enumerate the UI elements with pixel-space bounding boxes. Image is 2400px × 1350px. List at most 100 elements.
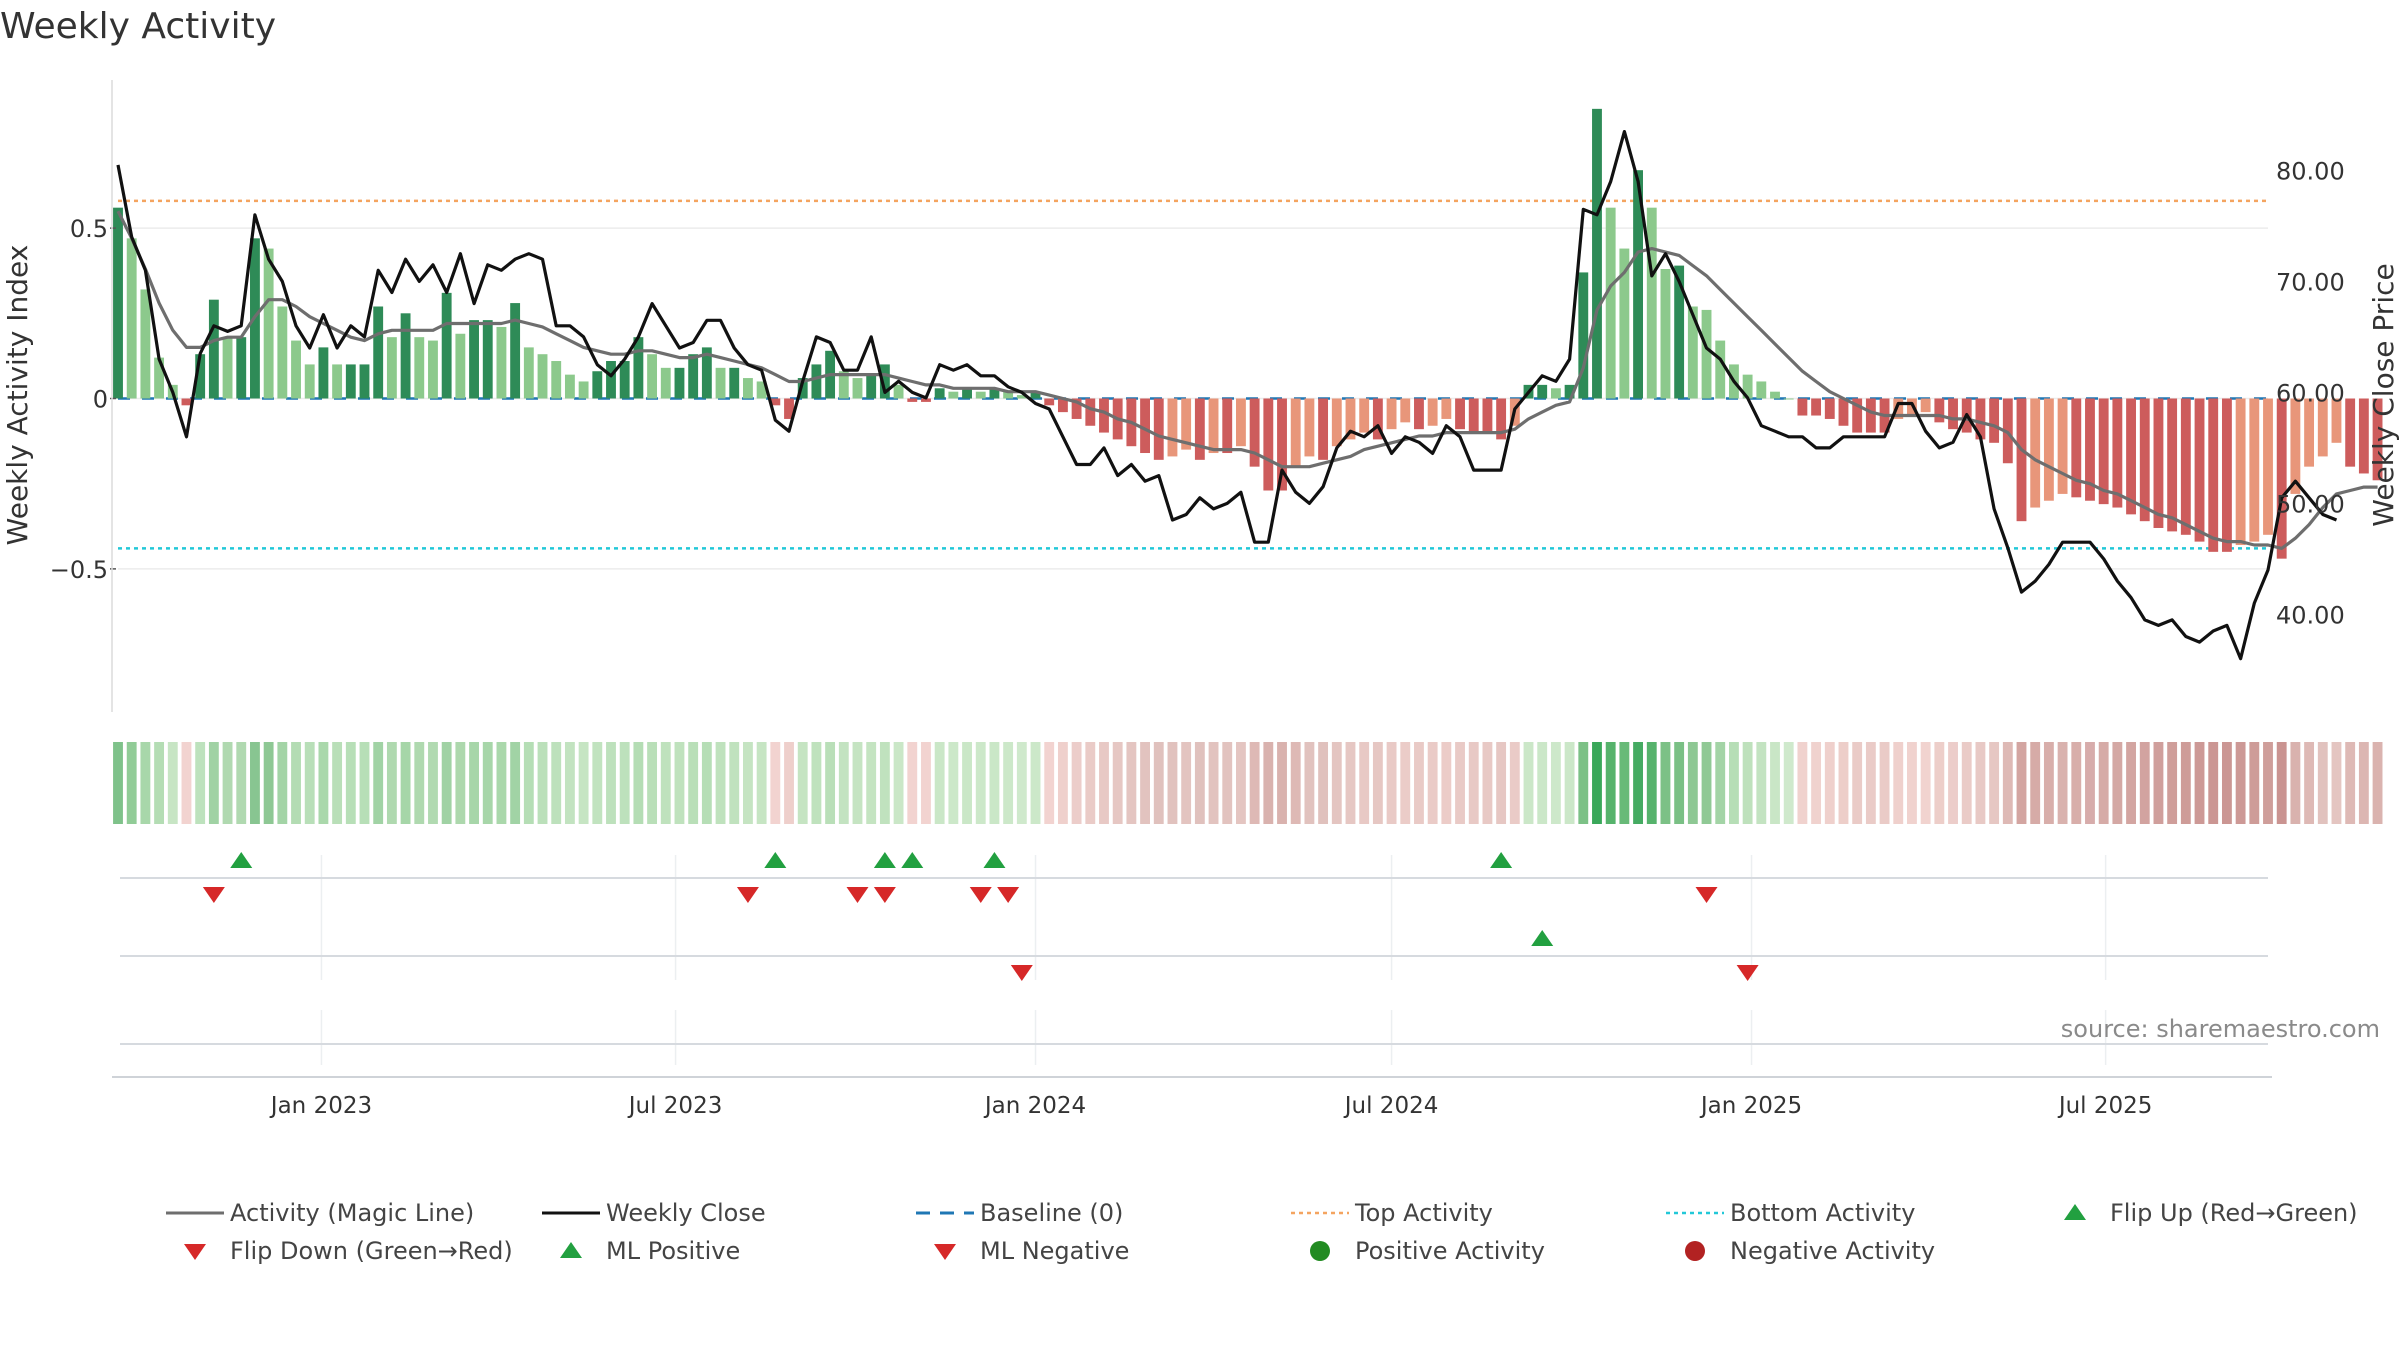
activity-bar: [1044, 398, 1055, 406]
legend-label: Positive Activity: [1355, 1237, 1545, 1265]
flip-down-marker: [969, 887, 992, 903]
strip-cell: [1660, 742, 1671, 824]
strip-cell: [2235, 742, 2246, 824]
legend-item-flipdown: Flip Down (Green→Red): [160, 1233, 513, 1269]
strip-cell: [236, 742, 247, 824]
legend-symbol-bottom: [1666, 1211, 1724, 1215]
activity-bar: [921, 398, 931, 402]
strip-cell: [1687, 742, 1698, 824]
legend-item-close: Weekly Close: [536, 1195, 766, 1231]
activity-bar: [660, 367, 671, 399]
activity-bar: [1222, 398, 1233, 454]
legend-label: Activity (Magic Line): [230, 1199, 475, 1227]
strip-cell: [1153, 742, 1164, 824]
strip-cell: [208, 742, 219, 824]
activity-bar: [1194, 398, 1205, 460]
activity-bar: [1646, 207, 1657, 399]
legend-item-bottom: Bottom Activity: [1660, 1195, 1915, 1231]
strip-cell: [1783, 742, 1794, 824]
activity-bar: [304, 364, 315, 399]
strip-cell: [2167, 742, 2178, 824]
strip-cell: [1633, 742, 1643, 824]
legend-symbol-magic: [166, 1211, 224, 1215]
activity-bar: [2194, 398, 2205, 542]
activity-bar: [1496, 398, 1507, 440]
legend-symbol-posdot: [1310, 1241, 1330, 1261]
activity-bar: [345, 364, 356, 399]
y2-tick-label: 80.00: [2276, 157, 2345, 185]
activity-bar: [934, 388, 945, 399]
activity-bar: [1057, 398, 1068, 413]
legend-item-negdot: Negative Activity: [1660, 1233, 1935, 1269]
strip-cell: [743, 742, 753, 824]
y-tick-label: 0: [93, 386, 108, 414]
strip-cell: [975, 742, 986, 824]
strip-cell: [715, 742, 726, 824]
activity-bar: [510, 303, 521, 399]
legend-label: ML Negative: [980, 1237, 1130, 1265]
legend-symbol-mlpos: [560, 1242, 582, 1258]
strip-cell: [921, 742, 931, 824]
strip-cell: [1893, 742, 1904, 824]
y-tick-label: 0.5: [70, 215, 108, 243]
strip-cell: [1838, 742, 1849, 824]
activity-bar: [2153, 398, 2164, 528]
legend-label: Flip Up (Red→Green): [2110, 1199, 2358, 1227]
strip-cell: [1989, 742, 2000, 824]
x-tick-label: Jan 2025: [1699, 1093, 1802, 1119]
legend-symbol-baseline: [916, 1211, 974, 1215]
activity-bar: [1537, 384, 1548, 399]
flip-up-marker: [1490, 852, 1513, 868]
activity-bar: [1715, 340, 1726, 399]
activity-bar: [729, 367, 740, 399]
flip-down-marker: [736, 887, 759, 903]
activity-bar: [592, 371, 603, 399]
strip-cell: [1057, 742, 1068, 824]
legend-label: Flip Down (Green→Red): [230, 1237, 513, 1265]
strip-cell: [551, 742, 562, 824]
legend-symbol-top: [1291, 1211, 1349, 1215]
legend-label: ML Positive: [606, 1237, 741, 1265]
strip-cell: [263, 742, 274, 824]
activity-bar: [701, 347, 712, 399]
strip-cell: [729, 742, 740, 824]
activity-bar: [2331, 398, 2342, 443]
strip-cell: [181, 742, 192, 824]
strip-cell: [688, 742, 699, 824]
activity-bar: [195, 354, 206, 399]
strip-cell: [2317, 742, 2328, 824]
strip-cell: [1742, 742, 1753, 824]
strip-cell: [277, 742, 288, 824]
activity-bar: [1468, 398, 1479, 433]
strip-cell: [250, 742, 260, 824]
strip-cell: [1414, 742, 1424, 824]
strip-cell: [564, 742, 575, 824]
strip-cell: [1400, 742, 1411, 824]
activity-bar: [838, 371, 849, 399]
strip-cell: [1468, 742, 1479, 824]
strip-cell: [113, 742, 123, 824]
activity-bar: [1372, 398, 1383, 440]
activity-bar: [1359, 398, 1370, 433]
axes: 0.5 0 −0.5 80.00 70.00 60.00 50.00 40.00: [50, 80, 2345, 712]
activity-bar: [2043, 398, 2054, 501]
strip-cell: [934, 742, 945, 824]
strip-cell: [1085, 742, 1096, 824]
activity-bar: [2126, 398, 2136, 515]
activity-bar: [688, 354, 699, 399]
activity-bar: [1030, 391, 1041, 399]
activity-bar: [2221, 398, 2232, 552]
strip-cell: [455, 742, 466, 824]
activity-bar: [318, 347, 329, 399]
activity-bar: [1181, 398, 1192, 450]
strip-cell: [1619, 742, 1630, 824]
activity-bar: [619, 361, 630, 399]
activity-bar: [715, 367, 726, 399]
strip-cell: [2372, 742, 2383, 824]
legend-item-magic: Activity (Magic Line): [160, 1195, 474, 1231]
activity-bar: [2304, 398, 2315, 467]
strip-cell: [825, 742, 836, 824]
strip-cell: [2276, 742, 2287, 824]
series-lines: [116, 130, 2378, 661]
activity-bar: [564, 374, 575, 399]
